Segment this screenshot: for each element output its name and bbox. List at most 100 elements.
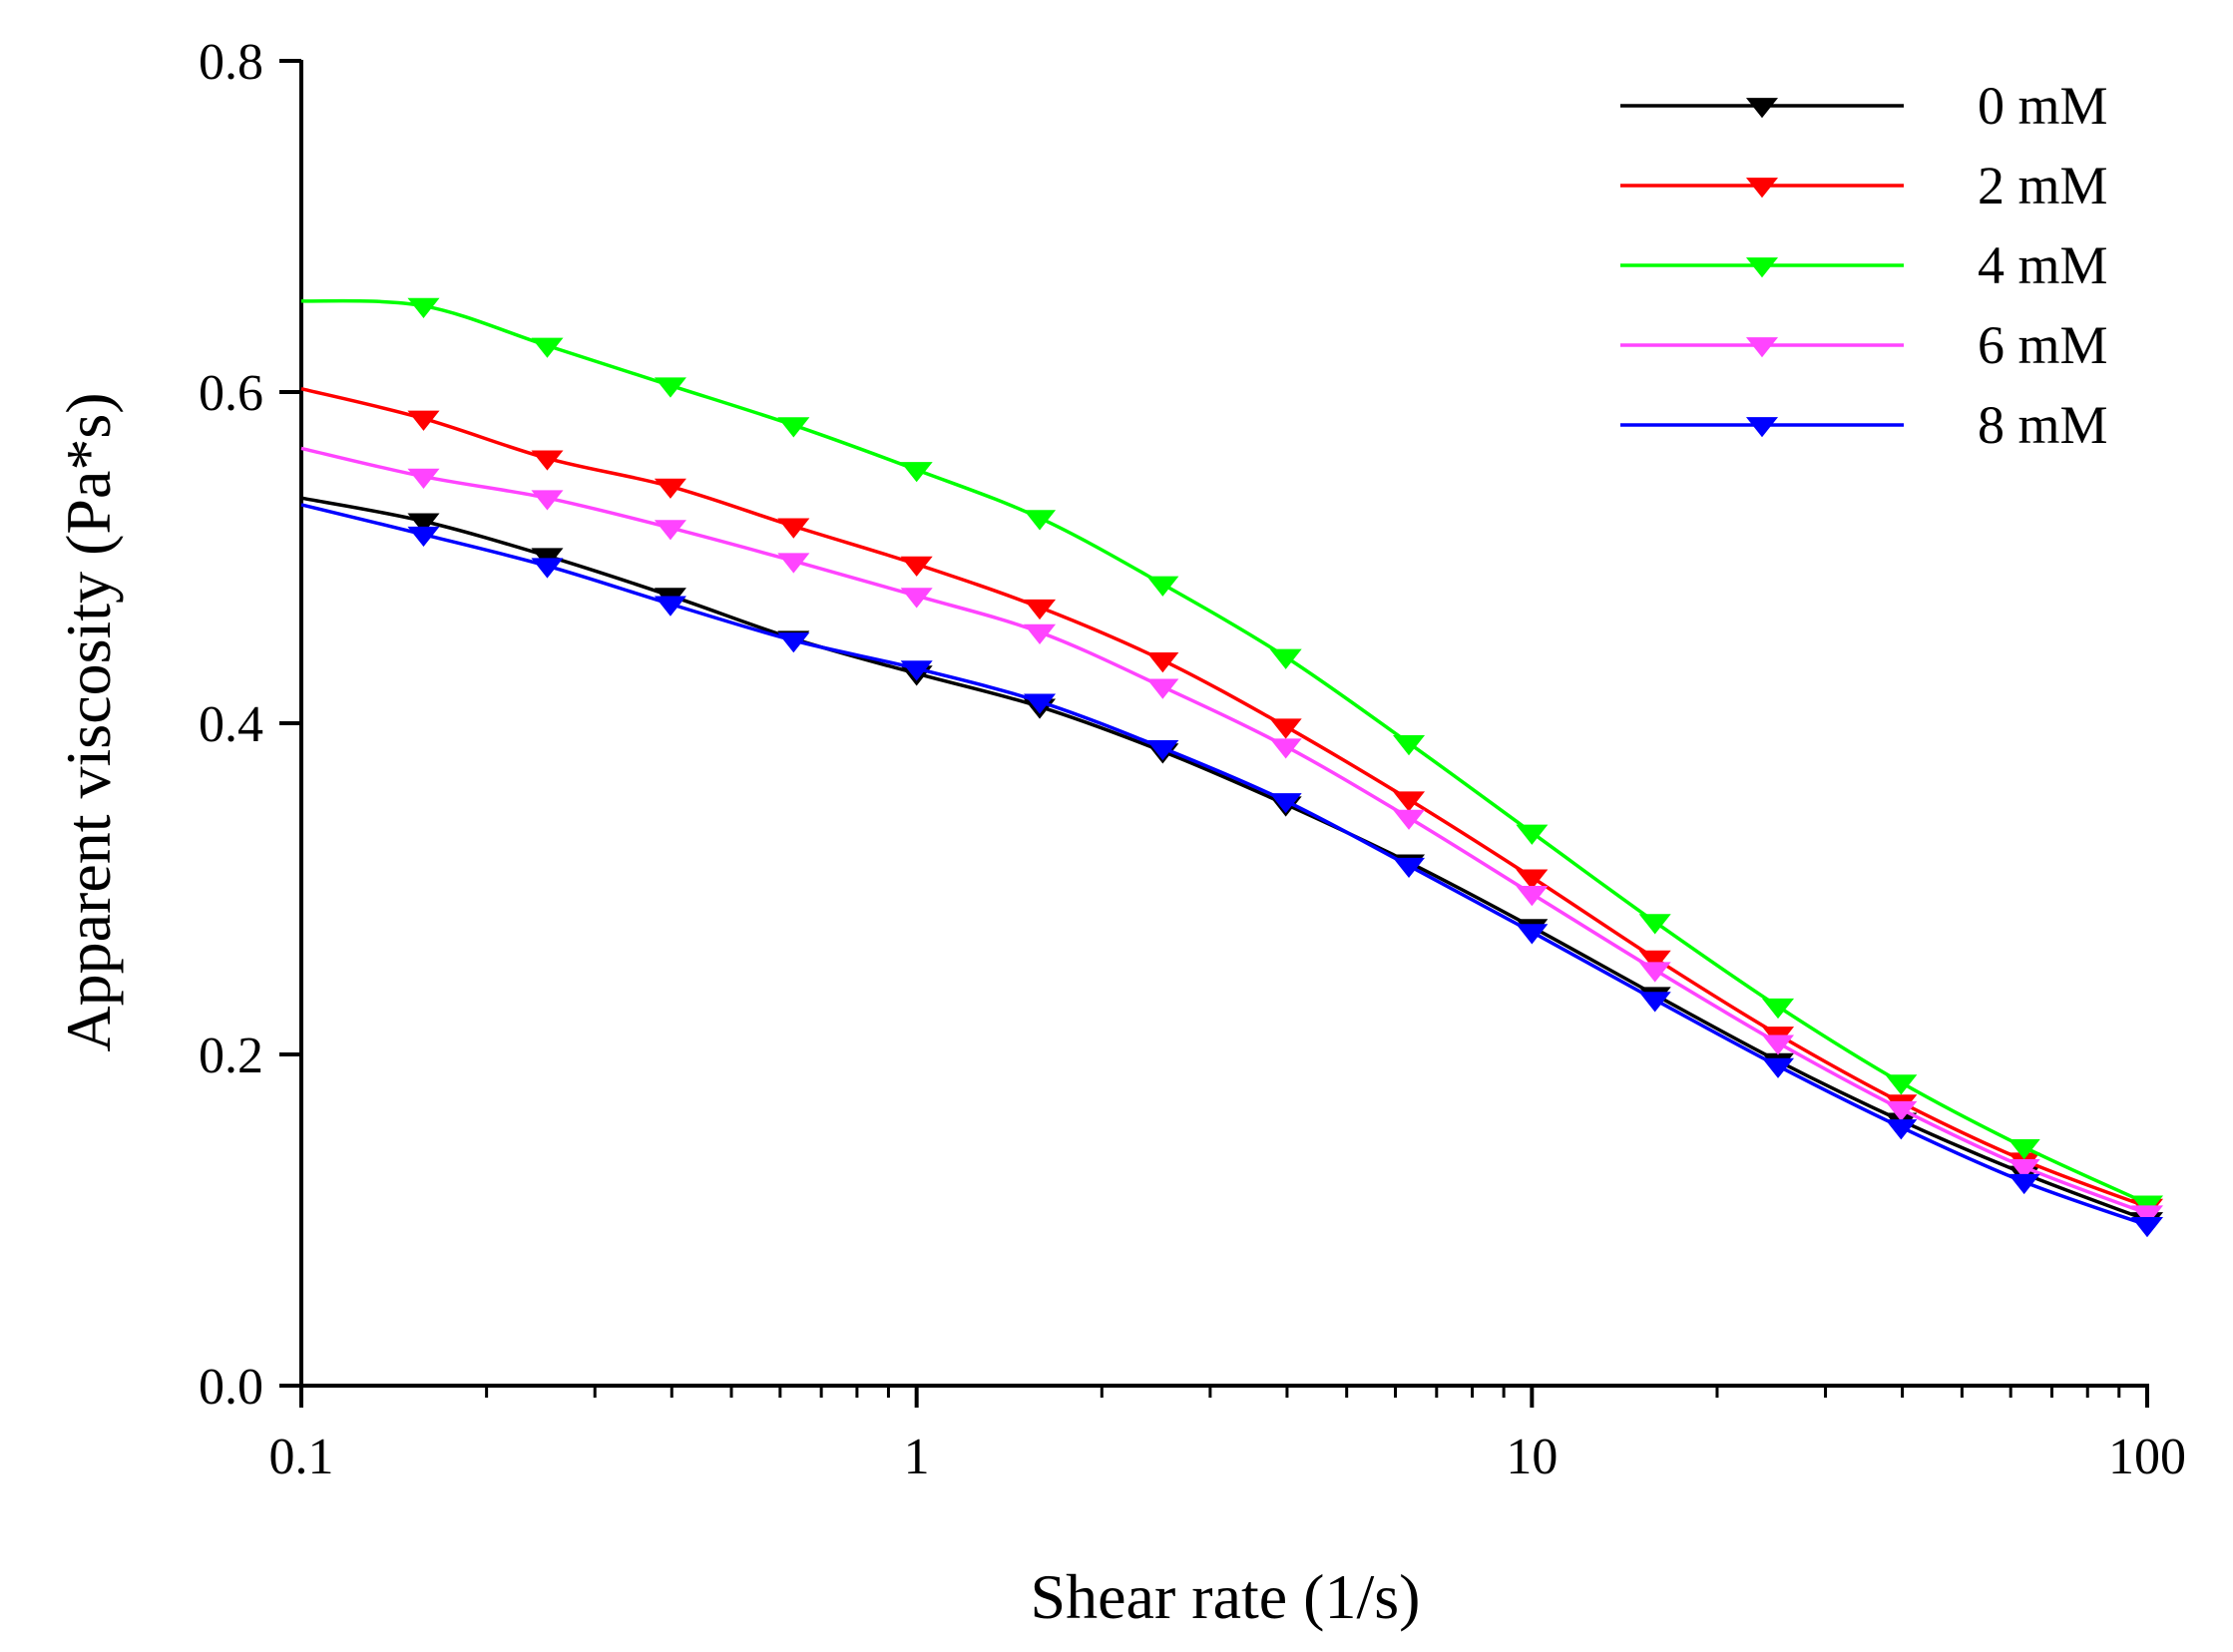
x-ticks: 0.1 1 10 100 [269, 1386, 2186, 1485]
legend-label: 4 mM [1978, 235, 2108, 295]
data-point [2130, 1195, 2164, 1216]
data-point [1023, 599, 1057, 620]
data-point [1023, 623, 1057, 644]
data-point [654, 520, 686, 541]
x-axis-title: Shear rate (1/s) [1031, 1561, 1421, 1632]
data-point [407, 513, 440, 534]
data-point [1761, 998, 1795, 1020]
legend-label: 6 mM [1978, 315, 2108, 375]
data-point [531, 490, 564, 511]
data-point [407, 410, 440, 431]
data-point [1761, 1034, 1795, 1055]
legend-marker [1745, 257, 1779, 278]
data-point [777, 632, 810, 653]
data-point [1269, 648, 1302, 669]
data-point [2130, 1217, 2164, 1238]
data-point [1392, 791, 1426, 812]
data-point [777, 553, 810, 574]
data-point [1392, 734, 1426, 756]
data-point [1146, 651, 1179, 673]
data-point [531, 450, 564, 471]
data-point [1516, 824, 1549, 845]
series-2-mM [300, 387, 2164, 1219]
series-4-mM [300, 297, 2164, 1216]
data-point [531, 548, 564, 569]
x-tick-label: 100 [2108, 1429, 2186, 1485]
data-point [654, 478, 686, 499]
data-point [1146, 576, 1179, 597]
y-ticks: 0.0 0.2 0.4 0.6 0.8 [199, 34, 301, 1416]
legend-label: 0 mM [1978, 76, 2108, 136]
x-tick-label: 10 [1506, 1429, 1558, 1485]
data-point [654, 377, 686, 398]
legend-marker [1745, 98, 1779, 119]
legend-label: 2 mM [1978, 156, 2108, 215]
legend-entry: 0 mM [1620, 76, 2108, 136]
data-point [407, 526, 440, 548]
legend-entry: 8 mM [1620, 395, 2108, 455]
series-8-mM [300, 503, 2164, 1238]
data-point [1761, 1057, 1795, 1078]
legend-entry: 4 mM [1620, 235, 2108, 295]
data-point [777, 417, 810, 438]
data-point [2130, 1205, 2164, 1226]
data-point [1885, 1100, 1918, 1122]
y-tick-label: 0.4 [199, 696, 263, 753]
data-point [1146, 739, 1179, 761]
series [300, 297, 2164, 1238]
data-point [900, 462, 933, 483]
data-point [1269, 793, 1302, 814]
series-6-mM [300, 446, 2164, 1226]
series-0-mM [300, 496, 2164, 1233]
legend: 0 mM 2 mM 4 mM 6 mM 8 mM [1620, 76, 2108, 455]
y-axis-title: Apparent viscosity (Pa*s) [53, 392, 124, 1051]
legend-marker [1745, 178, 1779, 199]
data-point [1023, 693, 1057, 714]
series-line [300, 387, 2148, 1209]
data-point [1023, 510, 1057, 531]
data-point [1885, 1119, 1918, 1140]
data-point [777, 518, 810, 539]
data-point [2008, 1139, 2040, 1160]
data-point [2008, 1173, 2040, 1195]
legend-entry: 6 mM [1620, 315, 2108, 375]
data-point [1638, 962, 1671, 983]
data-point [1638, 992, 1671, 1013]
data-point [900, 556, 933, 577]
data-point [407, 297, 440, 318]
y-tick-label: 0.0 [199, 1359, 263, 1416]
data-point [654, 596, 686, 617]
data-point [1638, 950, 1671, 971]
data-point [1269, 718, 1302, 739]
data-point [1516, 924, 1549, 945]
x-tick-label: 0.1 [269, 1429, 334, 1485]
data-point [531, 558, 564, 579]
data-point [1269, 738, 1302, 759]
series-line [300, 496, 2148, 1222]
data-point [1516, 886, 1549, 907]
y-tick-label: 0.2 [199, 1028, 263, 1084]
y-tick-label: 0.6 [199, 365, 263, 422]
legend-marker [1745, 337, 1779, 358]
series-line [300, 446, 2148, 1216]
data-point [1146, 678, 1179, 699]
data-point [2008, 1158, 2040, 1180]
data-point [1392, 857, 1426, 879]
legend-label: 8 mM [1978, 395, 2108, 455]
data-point [1638, 914, 1671, 935]
series-line [300, 503, 2148, 1227]
x-tick-label: 1 [904, 1429, 930, 1485]
data-point [531, 337, 564, 358]
series-line [300, 298, 2148, 1205]
data-point [900, 660, 933, 681]
data-point [1516, 869, 1549, 890]
legend-marker [1745, 417, 1779, 438]
data-point [900, 588, 933, 609]
y-tick-label: 0.8 [199, 34, 263, 91]
legend-entry: 2 mM [1620, 156, 2108, 215]
data-point [1392, 809, 1426, 830]
data-point [407, 468, 440, 489]
data-point [1885, 1074, 1918, 1095]
axes [299, 60, 2149, 1388]
